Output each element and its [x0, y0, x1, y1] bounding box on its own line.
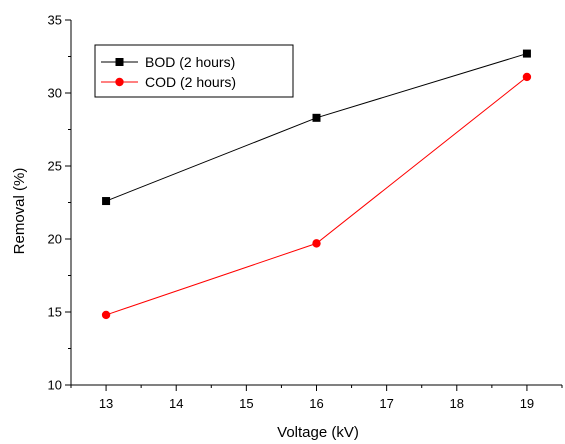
x-tick-label: 15	[239, 396, 253, 411]
x-tick-label: 18	[450, 396, 464, 411]
legend-marker	[115, 58, 124, 66]
series-layer	[101, 49, 532, 320]
y-tick-label: 10	[48, 378, 62, 393]
y-tick-label: 25	[48, 159, 62, 174]
y-axis-label: Removal (%)	[11, 168, 28, 255]
x-tick-label: 19	[520, 396, 534, 411]
data-point	[101, 310, 111, 320]
y-tick-label: 20	[48, 232, 62, 247]
legend-marker	[115, 77, 124, 87]
data-point	[102, 197, 111, 206]
data-point	[522, 49, 531, 58]
data-point	[312, 239, 321, 248]
x-tick-label: 17	[379, 396, 393, 411]
x-tick-label: 16	[309, 396, 323, 411]
x-tick-label: 13	[99, 396, 113, 411]
legend-box	[94, 44, 294, 98]
x-axis-label: Voltage (kV)	[277, 424, 359, 441]
series-line	[105, 76, 528, 316]
data-point	[522, 72, 532, 82]
y-tick-label: 30	[48, 86, 62, 101]
data-point	[312, 113, 321, 122]
legend-item: BOD (2 hours)	[101, 54, 235, 70]
legend-label: BOD (2 hours)	[145, 54, 235, 70]
series-1	[102, 49, 531, 206]
legend: BOD (2 hours) COD (2 hours)	[94, 44, 294, 98]
legend-label: COD (2 hours)	[145, 74, 236, 90]
x-tick-label: 14	[169, 396, 183, 411]
y-tick-label: 35	[48, 13, 62, 28]
legend-item: COD (2 hours)	[101, 74, 236, 90]
axes: 13 14 15 16 17 18 19 10 15 20 25 30 35	[48, 13, 563, 411]
series-2	[101, 72, 532, 320]
y-tick-label: 15	[48, 305, 62, 320]
